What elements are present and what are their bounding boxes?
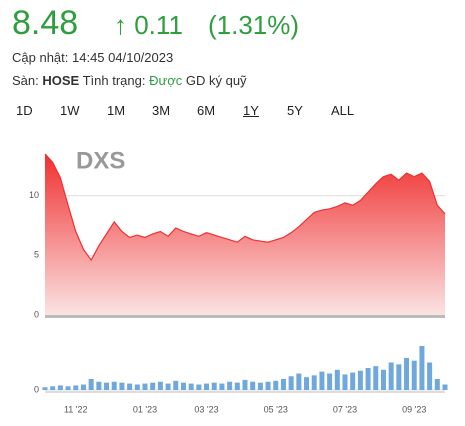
price: 8.48 xyxy=(12,4,79,42)
bar xyxy=(88,379,94,390)
bar xyxy=(427,362,433,390)
bar xyxy=(104,382,110,390)
bar xyxy=(234,382,240,390)
status-line: Sàn: HOSE Tình trạng: Được GD ký quỹ xyxy=(12,73,247,88)
range-button[interactable]: 5Y xyxy=(287,103,303,118)
x-tick-label: 03 '23 xyxy=(194,404,218,414)
bar xyxy=(380,369,386,390)
bar xyxy=(57,385,63,390)
bar xyxy=(265,381,271,390)
label: Cập nhật: xyxy=(12,50,69,65)
label: Tình trạng: xyxy=(82,73,146,88)
bar xyxy=(280,379,286,390)
bar xyxy=(442,384,448,390)
status-note: GD ký quỹ xyxy=(185,73,247,88)
x-tick-label: 09 '23 xyxy=(402,404,426,414)
bar xyxy=(434,379,440,390)
bar xyxy=(404,357,410,390)
x-tick-label: 07 '23 xyxy=(333,404,357,414)
range-button[interactable]: 6M xyxy=(197,103,216,118)
bar xyxy=(134,384,140,390)
change-pct: (1.31%) xyxy=(208,10,300,40)
bar xyxy=(334,369,340,390)
bar xyxy=(357,370,363,390)
bar xyxy=(211,382,217,390)
y-tick-label: 10 xyxy=(29,190,39,200)
updated-line: Cập nhật: 14:45 04/10/2023 xyxy=(12,50,173,65)
bar xyxy=(388,362,394,390)
bar xyxy=(165,383,171,390)
bar xyxy=(150,382,156,390)
bar xyxy=(373,366,379,390)
bar xyxy=(327,373,333,390)
line xyxy=(44,153,446,262)
updated: 14:45 04/10/2023 xyxy=(72,50,174,65)
range-button[interactable]: 1D xyxy=(16,103,33,118)
bar xyxy=(180,382,186,390)
range-button[interactable]: ALL xyxy=(331,103,355,118)
bar xyxy=(50,386,56,390)
bar xyxy=(411,360,417,390)
status: Được xyxy=(149,73,183,88)
bar xyxy=(111,381,117,390)
bar xyxy=(396,364,402,390)
bar xyxy=(127,383,133,390)
bar xyxy=(96,381,102,390)
bar xyxy=(142,383,148,390)
bar xyxy=(157,381,163,390)
bar xyxy=(288,376,294,390)
x-tick-label: 01 '23 xyxy=(133,404,157,414)
y-tick-label: 0 xyxy=(34,309,39,319)
bar xyxy=(350,372,356,390)
bar xyxy=(342,374,348,390)
bar xyxy=(219,383,225,390)
bar xyxy=(73,385,79,390)
bar xyxy=(204,383,210,390)
bar xyxy=(119,382,125,390)
bar xyxy=(65,386,71,390)
range-button[interactable]: 1W xyxy=(60,103,80,118)
bar xyxy=(273,380,279,390)
x-tick-label: 05 '23 xyxy=(264,404,288,414)
change: ↑ 0.11 xyxy=(114,10,183,40)
label: Sàn: xyxy=(12,73,39,88)
bar xyxy=(250,381,256,390)
bar xyxy=(365,368,371,390)
bar xyxy=(80,384,86,390)
bar xyxy=(319,371,325,390)
y-tick-label: 5 xyxy=(34,250,39,260)
watermark: DXS xyxy=(76,147,125,174)
range-button[interactable]: 1Y xyxy=(243,103,259,118)
bar xyxy=(304,377,310,390)
bar xyxy=(296,373,302,390)
bar xyxy=(242,379,248,390)
range-button[interactable]: 1M xyxy=(107,103,126,118)
bar xyxy=(173,380,179,390)
bar xyxy=(188,383,194,390)
bar xyxy=(257,382,263,390)
exchange: HOSE xyxy=(42,73,80,88)
bar xyxy=(311,375,317,390)
area xyxy=(45,153,445,315)
bar xyxy=(42,387,48,390)
y-tick-label: 0 xyxy=(34,384,39,394)
baseline xyxy=(45,315,445,318)
bar xyxy=(227,381,233,390)
range-button[interactable]: 3M xyxy=(152,103,171,118)
bar xyxy=(196,384,202,390)
x-tick-label: 11 '22 xyxy=(64,404,88,414)
bar xyxy=(419,346,425,390)
